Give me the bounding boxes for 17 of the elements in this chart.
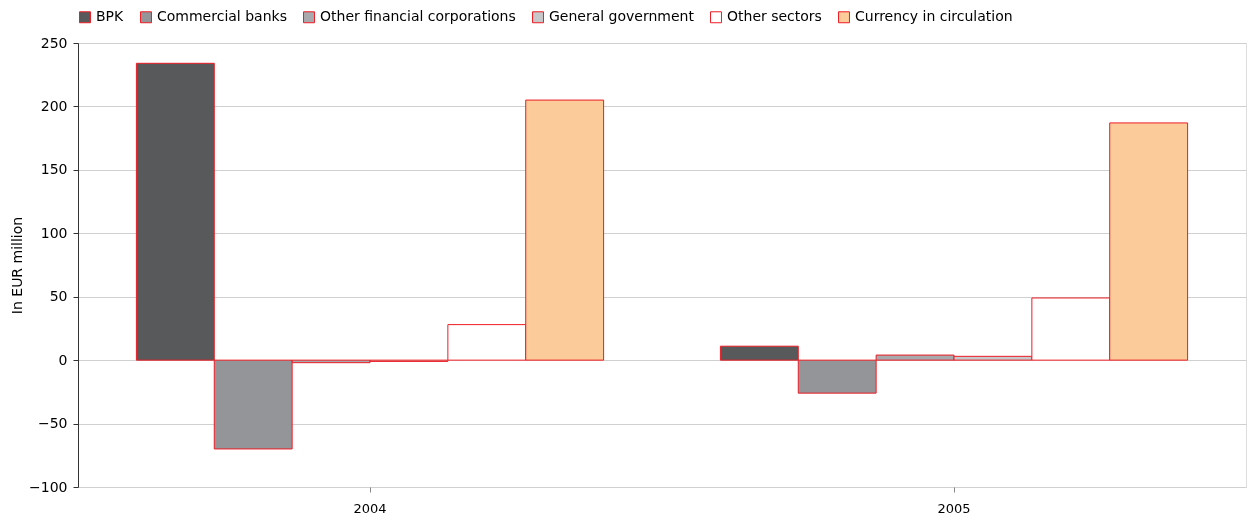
legend-label: Commercial banks xyxy=(157,8,287,25)
legend-label: General government xyxy=(549,8,695,25)
legend-label: Other financial corporations xyxy=(320,8,516,25)
y-tick-label: −100 xyxy=(29,478,68,495)
y-tick-label: 200 xyxy=(40,97,68,114)
y-tick-label: −50 xyxy=(37,415,68,432)
y-tick-label: 100 xyxy=(40,224,68,241)
legend-label: Other sectors xyxy=(727,8,822,25)
y-tick-label: 250 xyxy=(40,34,68,51)
x-tick-label: 2005 xyxy=(937,500,971,516)
y-tick-label: 150 xyxy=(40,161,68,178)
y-tick-label: 0 xyxy=(58,351,68,368)
y-tick-label: 50 xyxy=(49,288,68,305)
legend-label: BPK xyxy=(96,8,125,25)
x-tick-label: 2004 xyxy=(353,500,387,516)
legend-label: Currency in circulation xyxy=(855,8,1013,25)
y-axis-title: In EUR million xyxy=(9,216,26,315)
